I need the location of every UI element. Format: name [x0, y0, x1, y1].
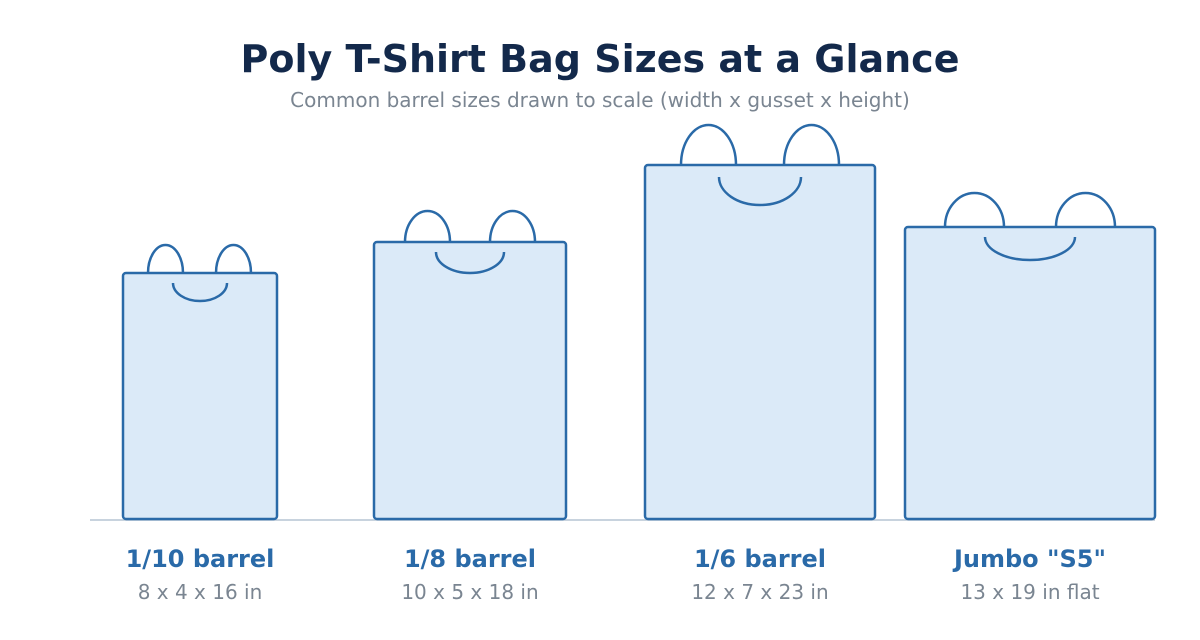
bag-body — [903, 225, 1157, 521]
bag-name: 1/8 barrel — [404, 545, 536, 573]
bag-cutout — [717, 176, 803, 207]
bag-cutout — [983, 236, 1077, 262]
bag-body — [643, 163, 877, 521]
bag-dims: 13 x 19 in flat — [960, 580, 1099, 604]
bag-cutout — [171, 282, 229, 303]
bag-handles — [943, 191, 1117, 228]
bag-name: 1/6 barrel — [694, 545, 826, 573]
bag-dims: 12 x 7 x 23 in — [691, 580, 828, 604]
bag-name: 1/10 barrel — [126, 545, 275, 573]
bag-name: Jumbo "S5" — [952, 545, 1106, 573]
bag-handles — [679, 123, 841, 166]
bag-dims: 8 x 4 x 16 in — [138, 580, 263, 604]
bag-1 — [121, 243, 279, 521]
subtitle: Common barrel sizes drawn to scale (widt… — [290, 88, 910, 112]
bag-handles — [403, 209, 537, 243]
bag-2 — [372, 209, 568, 521]
title: Poly T-Shirt Bag Sizes at a Glance — [241, 37, 960, 81]
bag-4 — [903, 191, 1157, 521]
bag-body — [372, 240, 568, 521]
bag-handles — [146, 243, 253, 274]
bag-body — [121, 271, 279, 521]
bag-cutout — [434, 251, 506, 275]
bag-dims: 10 x 5 x 18 in — [401, 580, 538, 604]
bag-3 — [643, 123, 877, 521]
